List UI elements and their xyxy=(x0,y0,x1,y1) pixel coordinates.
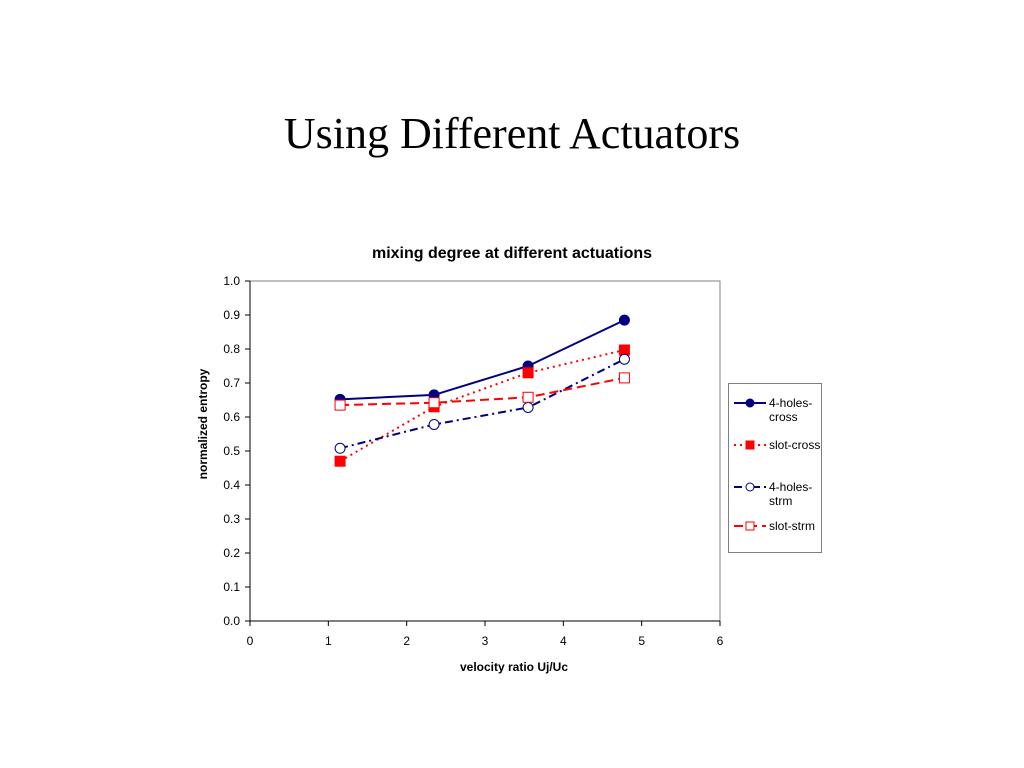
legend-item-4-holes-cross: 4-holes-cross xyxy=(733,396,823,424)
y-tick-label: 0.3 xyxy=(223,512,240,526)
x-tick-label: 6 xyxy=(717,634,724,648)
slide-title: Using Different Actuators xyxy=(283,109,741,158)
data-point-slot-strm xyxy=(334,399,346,411)
x-tick-label: 0 xyxy=(247,634,254,648)
data-point-4-holes-strm xyxy=(428,418,440,430)
x-tick-label: 2 xyxy=(403,634,410,648)
series-layer xyxy=(334,314,630,467)
legend-swatch-4-holes-strm xyxy=(734,482,766,492)
series-line-4-holes-cross xyxy=(340,319,625,401)
data-point-4-holes-strm xyxy=(618,353,630,365)
x-tick-label: 5 xyxy=(638,634,645,648)
chart-legend: 4-holes-cross slot-cross 4-holes-strm slot-… xyxy=(728,383,822,553)
y-tick-label: 0.6 xyxy=(223,410,240,424)
plot-area xyxy=(249,280,721,622)
y-tick-label: 0.8 xyxy=(223,342,240,356)
legend-swatch-slot-strm xyxy=(734,521,766,531)
y-tick-label: 0.9 xyxy=(223,308,240,322)
legend-label: 4-holes-strm xyxy=(769,480,813,508)
data-point-slot-strm xyxy=(428,397,440,409)
y-tick-label: 0.2 xyxy=(223,546,240,560)
legend-swatch-slot-cross xyxy=(734,440,766,450)
x-axis-label: velocity ratio Uj/Uc xyxy=(460,660,568,674)
y-tick-label: 0.0 xyxy=(223,614,240,628)
y-tick-label: 0.1 xyxy=(223,580,240,594)
y-axis-label: normalized entropy xyxy=(196,368,210,479)
data-point-slot-cross xyxy=(522,367,534,379)
data-point-4-holes-strm xyxy=(334,442,346,454)
legend-swatch-4-holes-cross xyxy=(734,398,766,408)
series-line-slot-cross xyxy=(339,349,625,463)
x-axis: 0 1 2 3 4 5 6 xyxy=(247,620,724,648)
y-axis: 0.0 0.1 0.2 0.3 0.4 0.5 0.6 0.7 0.8 0.9 1.0 xyxy=(223,274,251,628)
data-point-4-holes-strm xyxy=(522,401,534,413)
y-tick-label: 1.0 xyxy=(223,274,240,288)
legend-item-slot-strm: slot-strm xyxy=(733,519,823,533)
data-point-slot-strm xyxy=(618,372,630,384)
legend-item-4-holes-strm: 4-holes-strm xyxy=(733,480,823,508)
x-tick-label: 1 xyxy=(325,634,332,648)
y-tick-label: 0.4 xyxy=(223,478,240,492)
chart-title: mixing degree at different actuations xyxy=(372,245,652,262)
x-tick-label: 4 xyxy=(560,634,567,648)
data-point-4-holes-cross xyxy=(618,314,630,326)
legend-label: 4-holes-cross xyxy=(769,396,813,424)
y-tick-label: 0.5 xyxy=(223,444,240,458)
data-point-slot-cross xyxy=(618,344,630,356)
series-line-4-holes-strm xyxy=(339,358,625,450)
y-tick-label: 0.7 xyxy=(223,376,240,390)
data-point-slot-cross xyxy=(334,455,346,467)
legend-item-slot-cross: slot-cross xyxy=(733,438,823,452)
legend-label: slot-cross xyxy=(769,438,821,452)
legend-label: slot-strm xyxy=(769,519,815,533)
series-line-slot-strm xyxy=(340,376,625,407)
data-point-slot-strm xyxy=(522,391,534,403)
x-tick-label: 3 xyxy=(482,634,489,648)
